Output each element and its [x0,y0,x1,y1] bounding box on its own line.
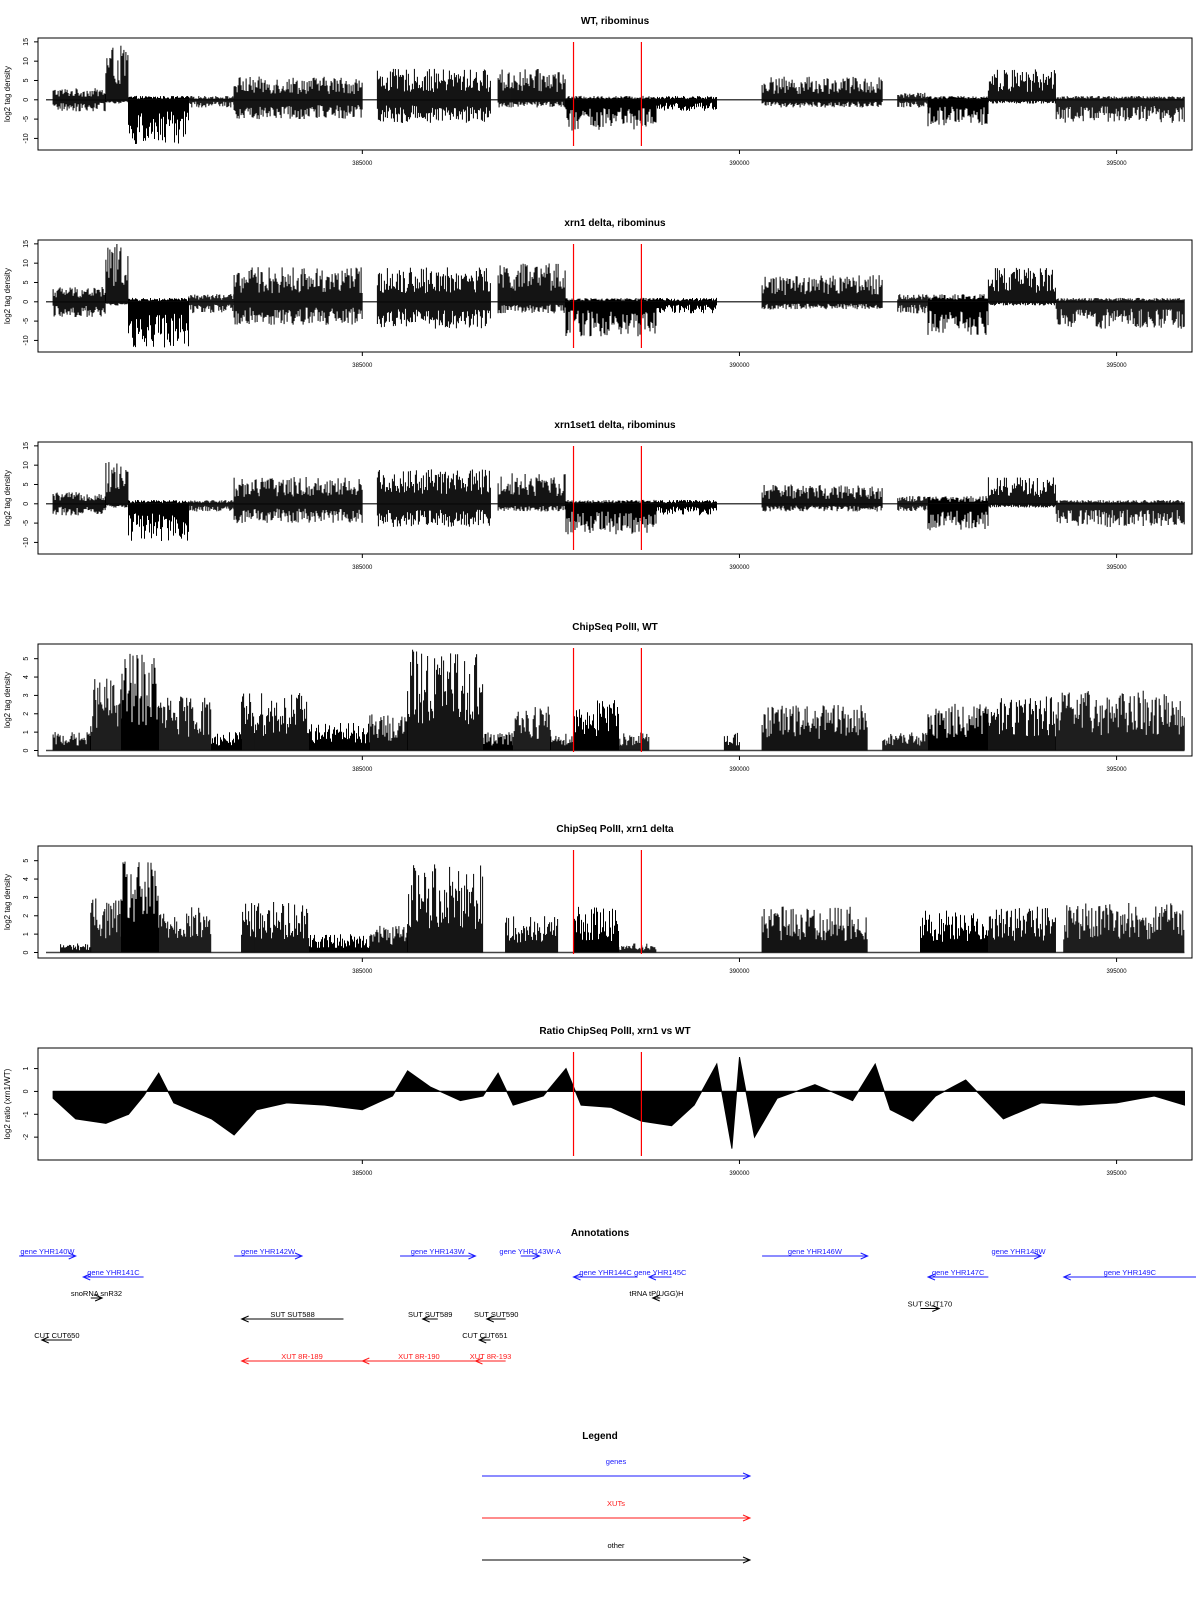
y-tick-label: -5 [23,116,30,122]
plot-frame [37,239,1193,353]
y-tick-label: 15 [23,442,30,450]
chart-panel-3: xrn1set1 delta, ribominus log2 tag densit… [3,420,1193,571]
x-tick-label: 395000 [1107,565,1128,571]
x-tick-label: 395000 [1107,161,1128,167]
plot-frame [37,441,1193,555]
y-tick-label: 5 [23,280,30,284]
x-tick-label: 385000 [352,363,373,369]
y-tick-label: 0 [23,502,30,506]
y-tick-label: 10 [23,57,30,65]
chart-panel-1: WT, ribominus log2 tag density -10 -5 0 5 10 15… [3,16,1193,167]
y-axis-label: log2 tag density [3,470,12,526]
plot-frame [37,37,1193,151]
y-tick-label: -10 [23,335,30,345]
y-tick-label: -10 [23,537,30,547]
y-tick-label: 5 [23,482,30,486]
y-tick-label: 15 [23,240,30,248]
x-tick-label: 385000 [352,565,373,571]
y-tick-label: 10 [23,259,30,267]
panels-group: WT, ribominus log2 tag density -10 -5 0 5 10 15… [3,16,1193,1177]
y-tick-label: 5 [23,78,30,82]
y-tick-label: 0 [23,98,30,102]
y-tick-label: -10 [23,133,30,143]
x-tick-label: 385000 [352,161,373,167]
x-tick-label: 390000 [729,161,750,167]
chart-title: xrn1set1 delta, ribominus [554,420,676,431]
chart-title: WT, ribominus [581,16,650,27]
y-tick-label: -5 [23,520,30,526]
x-tick-label: 395000 [1107,363,1128,369]
y-axis-label: log2 tag density [3,66,12,122]
y-tick-label: 15 [23,38,30,46]
y-axis-label: log2 tag density [3,268,12,324]
y-tick-label: -5 [23,318,30,324]
x-tick-label: 390000 [729,363,750,369]
chart-panel-2: xrn1 delta, ribominus log2 tag density -10… [3,218,1193,369]
y-tick-label: 0 [23,300,30,304]
chart-title: xrn1 delta, ribominus [564,218,666,229]
x-tick-label: 390000 [729,565,750,571]
y-tick-label: 10 [23,461,30,469]
